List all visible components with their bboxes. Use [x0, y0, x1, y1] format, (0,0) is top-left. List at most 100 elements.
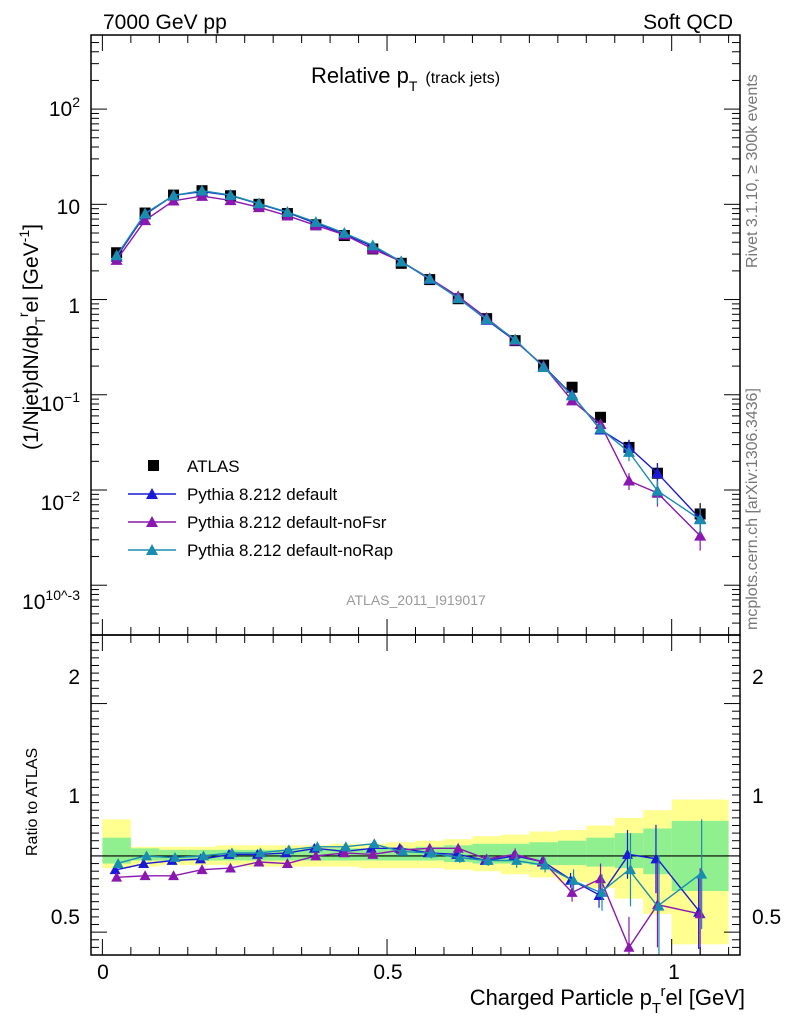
data-point-norap	[281, 206, 294, 217]
x-tick-label: 1	[668, 961, 680, 984]
ratio-point-norap	[624, 864, 636, 875]
uncertainty-band-inner	[102, 837, 131, 864]
ratio-point-norap	[653, 900, 665, 911]
x-tick-label: 0.5	[373, 961, 402, 984]
ratio-point-norap	[226, 847, 238, 858]
data-point-norap	[110, 249, 123, 261]
rivet-version-label: Rivet 3.1.10, ≥ 300k events	[744, 74, 761, 268]
data-point-norap	[338, 226, 351, 238]
y-tick-label-ratio-right: 0.5	[752, 906, 781, 929]
ratio-point-nofsr	[452, 842, 464, 853]
data-point-norap	[167, 189, 180, 201]
ratio-point-nofsr	[139, 870, 151, 881]
y-tick-label-ratio-right: 2	[752, 666, 764, 689]
ratio-point-norap	[397, 845, 409, 856]
ratio-point-norap	[311, 841, 323, 852]
ratio-plot-panel: 2 1 0.5 2 1 0.5 0 0.5 1	[51, 634, 781, 984]
legend-marker-norap	[146, 544, 158, 555]
ratio-point-norap	[141, 850, 153, 861]
ratio-point-nofsr	[253, 856, 265, 867]
ratio-point-nofsr	[196, 864, 208, 875]
data-point-norap	[395, 255, 408, 267]
data-point-norap	[480, 313, 493, 325]
y-tick-label-ratio: 0.5	[51, 906, 80, 929]
y-tick-label-ratio: 1	[68, 785, 80, 808]
data-point-atlas	[595, 411, 607, 423]
y-tick-label-main: 102	[49, 94, 80, 121]
legend-marker-nofsr	[146, 516, 158, 527]
legend-label-nofsr: Pythia 8.212 default-noFsr	[187, 513, 387, 532]
data-point-norap	[694, 513, 707, 525]
data-point-norap	[651, 484, 664, 496]
data-point-norap	[252, 197, 265, 209]
y-tick-label-ratio: 2	[68, 666, 80, 689]
ratio-point-norap	[169, 851, 181, 862]
legend-label-norap: Pythia 8.212 default-noRap	[187, 541, 393, 560]
y-tick-labels-ratio: 2 1 0.5 2 1 0.5	[51, 666, 781, 929]
ratio-point-norap	[482, 855, 494, 865]
data-point-norap	[622, 446, 635, 457]
ratio-point-nofsr	[224, 862, 236, 873]
data-point-norap	[566, 389, 579, 401]
ratio-point-norap	[596, 887, 608, 897]
analysis-watermark: ATLAS_2011_I919017	[346, 592, 486, 608]
uncertainty-band-inner	[557, 840, 587, 866]
ratio-point-norap	[511, 855, 523, 865]
header-energy-label: 7000 GeV pp	[103, 11, 227, 34]
header-process-label: Soft QCD	[643, 11, 733, 34]
ratio-point-nofsr	[566, 887, 578, 897]
y-tick-label-main: 10	[57, 196, 80, 219]
legend-marker-default	[146, 488, 158, 499]
ratio-point-norap	[368, 838, 380, 849]
x-tick-label: 0	[97, 961, 109, 984]
ratio-point-norap	[283, 844, 295, 855]
legend-label-atlas: ATLAS	[187, 457, 240, 476]
data-point-nofsr	[694, 529, 707, 541]
ratio-point-nofsr	[694, 908, 706, 919]
data-point-norap	[537, 361, 550, 372]
data-point-norap	[309, 216, 322, 227]
ratio-point-norap	[568, 874, 580, 885]
ratio-point-norap	[454, 851, 466, 862]
plot-title: Relative pT (track jets)	[311, 63, 500, 94]
y-axis-label-main: (1/Njet)dN/dpTrel [GeV-1]	[15, 224, 48, 450]
data-point-norap	[452, 292, 465, 304]
data-point-norap	[366, 239, 379, 251]
legend-marker-atlas	[148, 460, 159, 471]
data-point-norap	[423, 272, 436, 284]
data-point-norap	[196, 184, 209, 196]
ratio-plot-frame	[90, 634, 741, 956]
main-plot-panel: 1010^-3 10−2 10−1 1 10 102	[22, 34, 741, 636]
ratio-point-nofsr	[595, 873, 607, 884]
data-point-norap	[139, 207, 152, 219]
ratio-point-norap	[340, 841, 352, 852]
data-point-nofsr	[139, 214, 152, 226]
data-point-atlas	[566, 381, 578, 393]
ratio-point-default	[109, 864, 121, 875]
y-axis-label-ratio: Ratio to ATLAS	[24, 748, 41, 856]
legend: ATLAS Pythia 8.212 default Pythia 8.212 …	[128, 457, 393, 560]
ratio-point-nofsr	[281, 858, 293, 868]
x-axis-label: Charged Particle pTrel [GeV]	[470, 983, 745, 1017]
legend-label-default: Pythia 8.212 default	[187, 485, 338, 504]
y-tick-labels-main: 1010^-3 10−2 10−1 1 10 102	[22, 94, 80, 614]
ratio-point-norap	[539, 859, 551, 870]
data-point-nofsr	[622, 474, 635, 486]
ratio-point-norap	[254, 847, 266, 858]
mcplots-reference-label: mcplots.cern.ch [arXiv:1306.3436]	[744, 388, 761, 630]
ratio-point-nofsr	[623, 941, 635, 952]
ratio-point-nofsr	[111, 871, 123, 882]
y-tick-label-main: 10−2	[41, 488, 81, 515]
y-tick-label-main: 10−1	[41, 389, 81, 416]
ratio-point-nofsr	[367, 848, 379, 859]
x-tick-labels: 0 0.5 1	[97, 961, 680, 984]
ratio-point-nofsr	[168, 870, 180, 881]
data-point-norap	[594, 422, 607, 434]
uncertainty-band-inner	[614, 833, 644, 869]
ratio-point-nofsr	[509, 848, 521, 859]
uncertainty-band-inner	[586, 837, 615, 867]
ratio-point-norap	[696, 868, 708, 879]
y-tick-label-main: 1	[68, 295, 80, 318]
data-point-norap	[509, 333, 522, 345]
